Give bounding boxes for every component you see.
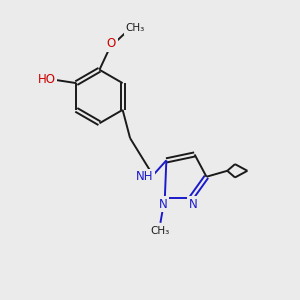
Text: CH₃: CH₃ [151,226,170,236]
Text: CH₃: CH₃ [125,23,145,33]
Text: HO: HO [38,73,56,86]
Text: NH: NH [136,170,153,183]
Text: N: N [189,198,197,211]
Text: N: N [159,198,168,211]
Text: O: O [107,38,116,50]
